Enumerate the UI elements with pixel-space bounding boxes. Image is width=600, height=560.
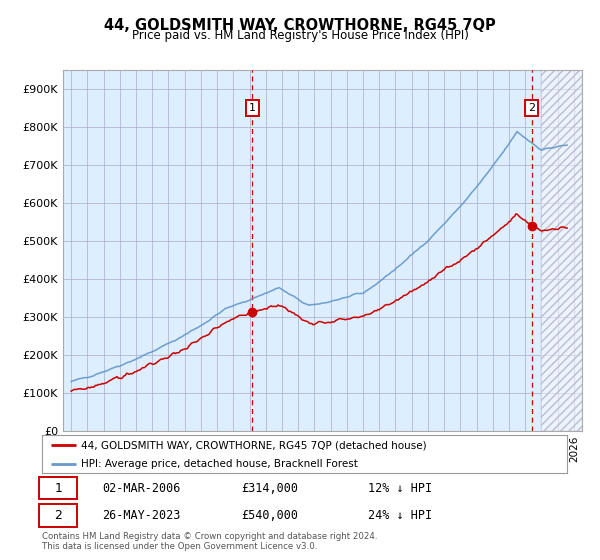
Text: 2: 2 — [528, 103, 535, 113]
Text: Price paid vs. HM Land Registry's House Price Index (HPI): Price paid vs. HM Land Registry's House … — [131, 29, 469, 42]
Text: 1: 1 — [55, 482, 62, 494]
Text: 44, GOLDSMITH WAY, CROWTHORNE, RG45 7QP (detached house): 44, GOLDSMITH WAY, CROWTHORNE, RG45 7QP … — [82, 440, 427, 450]
Text: 2: 2 — [55, 509, 62, 522]
Bar — [541, 70, 598, 431]
Text: £540,000: £540,000 — [241, 509, 299, 522]
Text: 12% ↓ HPI: 12% ↓ HPI — [367, 482, 431, 494]
Text: Contains HM Land Registry data © Crown copyright and database right 2024.
This d: Contains HM Land Registry data © Crown c… — [42, 532, 377, 552]
Text: HPI: Average price, detached house, Bracknell Forest: HPI: Average price, detached house, Brac… — [82, 459, 358, 469]
Text: 1: 1 — [249, 103, 256, 113]
Bar — [541, 70, 598, 431]
Text: 26-MAY-2023: 26-MAY-2023 — [103, 509, 181, 522]
FancyBboxPatch shape — [40, 505, 77, 526]
Text: 02-MAR-2006: 02-MAR-2006 — [103, 482, 181, 494]
Text: 44, GOLDSMITH WAY, CROWTHORNE, RG45 7QP: 44, GOLDSMITH WAY, CROWTHORNE, RG45 7QP — [104, 18, 496, 33]
Text: £314,000: £314,000 — [241, 482, 299, 494]
Text: 24% ↓ HPI: 24% ↓ HPI — [367, 509, 431, 522]
FancyBboxPatch shape — [40, 477, 77, 499]
